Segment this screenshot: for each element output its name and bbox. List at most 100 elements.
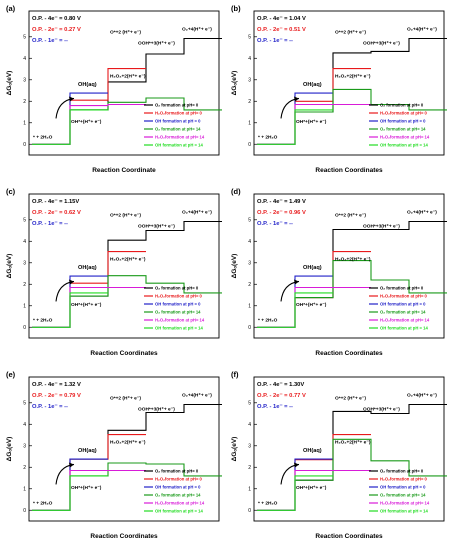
y-tick-label: 3: [248, 261, 251, 267]
state-label-o2: O₂+4(H⁺+ e⁻): [407, 392, 437, 398]
arrow-head: [294, 462, 299, 468]
y-tick-label: 1: [23, 121, 26, 127]
chart-panel: (e) 0 1 2 3 4 5 ΔGₒ(eV) Reaction Coordinates O.P.…: [6, 370, 222, 540]
panel-label: (e): [6, 370, 16, 379]
state-label-start: * + 2H₂O: [33, 134, 53, 140]
y-tick-label: 4: [23, 422, 26, 428]
state-label-start: * + 2H₂O: [258, 500, 278, 506]
legend-label: H₂O₂formation at pH= 14: [380, 318, 430, 323]
op-4e-label: O.P. - 4e⁻ = 1.30V: [257, 382, 304, 388]
state-label-o2: O₂+4(H⁺+ e⁻): [407, 26, 437, 32]
x-axis-label: Reaction Coordinates: [90, 350, 158, 357]
legend-label: O₂ formation at pH= 14: [155, 493, 201, 498]
y-tick-label: 0: [23, 325, 26, 331]
chart-panel: (f) 0 1 2 3 4 5 ΔGₒ(eV) Reaction Coordinates O.P.…: [231, 370, 447, 540]
op-2e-label: O.P. - 2e⁻ = 0.96 V: [257, 210, 306, 216]
legend-label: OH formation at pH = 0: [155, 302, 201, 307]
y-tick-label: 3: [248, 78, 251, 84]
plot-frame: [253, 193, 445, 339]
state-label-ostar: O*+2 (H⁺+ e⁻): [335, 396, 366, 402]
x-axis-label: Reaction Coordinates: [315, 533, 383, 540]
state-label-ohstar: OH*+(H⁺+ e⁻): [71, 119, 102, 125]
op-4e-label: O.P. - 4e⁻ = 0.80 V: [32, 16, 81, 22]
legend-label: OH formation at pH = 14: [155, 509, 203, 514]
op-1e-label: O.P. - 1e⁻ = --: [257, 38, 293, 44]
y-tick-label: 4: [248, 56, 251, 62]
y-tick-label: 5: [23, 35, 26, 41]
series-line: [32, 251, 146, 328]
state-label-ohstar: OH*+(H⁺+ e⁻): [296, 119, 327, 125]
arrow-head: [69, 462, 74, 468]
op-2e-label: O.P. - 2e⁻ = 0.51 V: [257, 27, 306, 33]
state-label-ostar: O*+2 (H⁺+ e⁻): [335, 213, 366, 219]
legend-label: H₂O₂formation at pH= 0: [155, 477, 203, 482]
legend-label: H₂O₂formation at pH= 0: [380, 111, 428, 116]
legend-label: O₂ formation at pH= 14: [155, 310, 201, 315]
legend-label: O₂ formation at pH= 14: [155, 127, 201, 132]
y-axis-label: ΔGₒ(eV): [6, 71, 13, 96]
chart-panel: (a) 0 1 2 3 4 5 ΔGₒ(eV) Reaction Coordinate O.P. …: [6, 4, 222, 174]
x-axis-label: Reaction Coordinates: [315, 350, 383, 357]
op-4e-label: O.P. - 4e⁻ = 1.32 V: [32, 382, 81, 388]
panel-label: (a): [6, 4, 16, 13]
series-line: [32, 68, 146, 145]
legend-label: O₂ formation at pH= 0: [155, 286, 199, 291]
op-2e-label: O.P. - 2e⁻ = 0.62 V: [32, 210, 81, 216]
legend-label: O₂ formation at pH= 14: [380, 310, 426, 315]
state-label-h2o2: H₂O₂+2(H⁺+ e⁻): [110, 74, 146, 80]
state-label-ohstar: OH*+(H⁺+ e⁻): [71, 485, 102, 491]
series-line: [32, 475, 108, 511]
state-label-ohstar: OH*+(H⁺+ e⁻): [71, 302, 102, 308]
state-label-oh-aq: OH(aq): [303, 265, 322, 271]
y-axis-label: ΔGₒ(eV): [231, 254, 238, 279]
chart-panel: (b) 0 1 2 3 4 5 ΔGₒ(eV) Reaction Coordinates O.P.…: [231, 4, 447, 174]
y-tick-label: 5: [248, 35, 251, 41]
state-label-h2o2: H₂O₂+2(H⁺+ e⁻): [335, 440, 371, 446]
y-tick-label: 3: [23, 78, 26, 84]
y-tick-label: 5: [248, 218, 251, 224]
x-axis-label: Reaction Coordinate: [92, 167, 156, 174]
state-label-h2o2: H₂O₂+2(H⁺+ e⁻): [335, 74, 371, 80]
series-line: [257, 68, 371, 145]
y-tick-label: 2: [248, 465, 251, 471]
legend-label: H₂O₂formation at pH= 14: [380, 135, 430, 140]
state-label-start: * + 2H₂O: [258, 317, 278, 323]
op-2e-label: O.P. - 2e⁻ = 0.27 V: [32, 27, 81, 33]
y-axis-label: ΔGₒ(eV): [231, 437, 238, 462]
state-label-start: * + 2H₂O: [33, 500, 53, 506]
state-label-o2: O₂+4(H⁺+ e⁻): [182, 392, 212, 398]
y-tick-label: 0: [248, 508, 251, 514]
y-tick-label: 4: [248, 239, 251, 245]
state-label-o2: O₂+4(H⁺+ e⁻): [407, 209, 437, 215]
state-label-start: * + 2H₂O: [33, 317, 53, 323]
state-label-ostar: O*+2 (H⁺+ e⁻): [335, 30, 366, 36]
y-tick-label: 2: [23, 99, 26, 105]
arrow-head: [69, 96, 74, 102]
plot-frame: [28, 376, 220, 522]
state-label-o2: O₂+4(H⁺+ e⁻): [182, 209, 212, 215]
panel-label: (d): [231, 187, 241, 196]
state-label-ostar: O*+2 (H⁺+ e⁻): [110, 213, 141, 219]
state-label-h2o2: H₂O₂+2(H⁺+ e⁻): [110, 257, 146, 263]
legend-label: H₂O₂formation at pH= 14: [155, 501, 205, 506]
state-label-h2o2: H₂O₂+2(H⁺+ e⁻): [335, 257, 371, 263]
op-4e-label: O.P. - 4e⁻ = 1.04 V: [257, 16, 306, 22]
y-axis-label: ΔGₒ(eV): [6, 437, 13, 462]
op-1e-label: O.P. - 1e⁻ = --: [32, 404, 68, 410]
y-tick-label: 1: [248, 304, 251, 310]
series-line: [32, 434, 146, 511]
op-2e-label: O.P. - 2e⁻ = 0.77 V: [257, 393, 306, 399]
legend-label: H₂O₂formation at pH= 0: [155, 294, 203, 299]
legend-label: OH formation at pH = 14: [380, 143, 428, 148]
state-label-oohstar: OOH*+3(H⁺+ e⁻): [138, 40, 175, 46]
legend-label: OH formation at pH = 0: [380, 302, 426, 307]
legend-label: H₂O₂formation at pH= 0: [155, 111, 203, 116]
legend-label: OH formation at pH = 0: [380, 119, 426, 124]
state-label-ostar: O*+2 (H⁺+ e⁻): [110, 30, 141, 36]
panel-label: (b): [231, 4, 241, 13]
state-label-oohstar: OOH*+3(H⁺+ e⁻): [363, 40, 400, 46]
y-tick-label: 5: [248, 401, 251, 407]
arrow-head: [294, 279, 299, 285]
y-axis-label: ΔGₒ(eV): [231, 71, 238, 96]
